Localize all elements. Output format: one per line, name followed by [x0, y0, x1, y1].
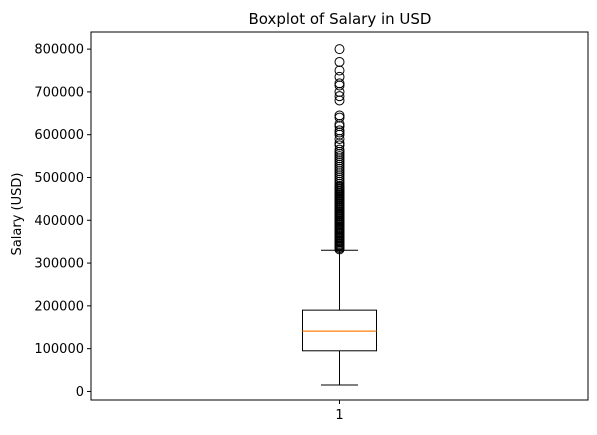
outlier-point [334, 71, 345, 82]
y-axis: 0 100000 200000 300000 400000 500000 600000 700… [34, 43, 91, 400]
y-tick-label: 400000 [34, 214, 84, 229]
outlier-point [334, 80, 345, 91]
x-tick-label: 1 [335, 408, 343, 423]
y-axis-label: Salary (USD) [10, 173, 25, 256]
outlier-point [334, 112, 345, 123]
iqr-box [302, 309, 377, 352]
y-tick-label: 100000 [34, 342, 84, 357]
x-axis: 1 [335, 400, 344, 423]
y-tick-label: 200000 [34, 299, 84, 314]
box-group [302, 249, 377, 386]
outlier-point [334, 44, 345, 55]
outlier-point [334, 125, 345, 136]
outlier-group [334, 44, 345, 255]
outlier-point [334, 144, 345, 155]
chart-title: Boxplot of Salary in USD [248, 10, 431, 28]
y-tick-label: 500000 [34, 171, 84, 186]
outlier-point [334, 78, 345, 89]
y-tick-label: 800000 [34, 43, 84, 58]
y-tick-label: 300000 [34, 257, 84, 272]
outlier-point [334, 56, 345, 67]
y-tick-label: 0 [76, 385, 84, 400]
y-tick-label: 700000 [34, 85, 84, 100]
outlier-point [334, 91, 345, 102]
y-tick-label: 600000 [34, 128, 84, 143]
outlier-point [334, 110, 345, 121]
outlier-point [334, 65, 345, 76]
